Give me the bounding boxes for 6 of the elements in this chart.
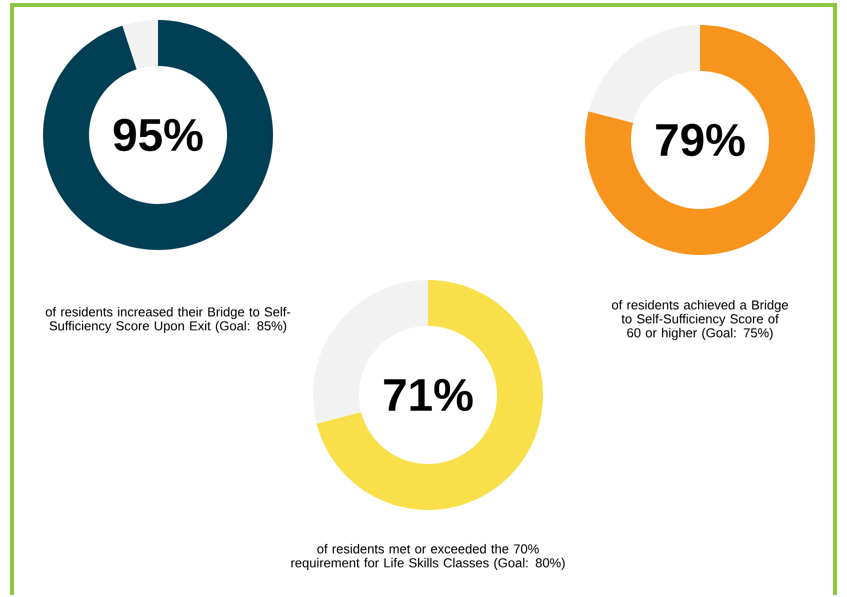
text: of residents met or exceeded the 70% requirement for Life Skills Classes (Goal: 80%) bbox=[291, 544, 565, 570]
data-label: 95% bbox=[114, 118, 203, 152]
text: of residents achieved a Bridge to Self-Sufficiency Score of 60 or higher (Goal: 75%) bbox=[612, 300, 788, 340]
text: of residents increased their Bridge to Self-Sufficiency Score Upon Exit (Goal: 85%) bbox=[46, 306, 290, 333]
data-label: 79% bbox=[656, 124, 745, 156]
data-label: 71% bbox=[384, 378, 473, 412]
